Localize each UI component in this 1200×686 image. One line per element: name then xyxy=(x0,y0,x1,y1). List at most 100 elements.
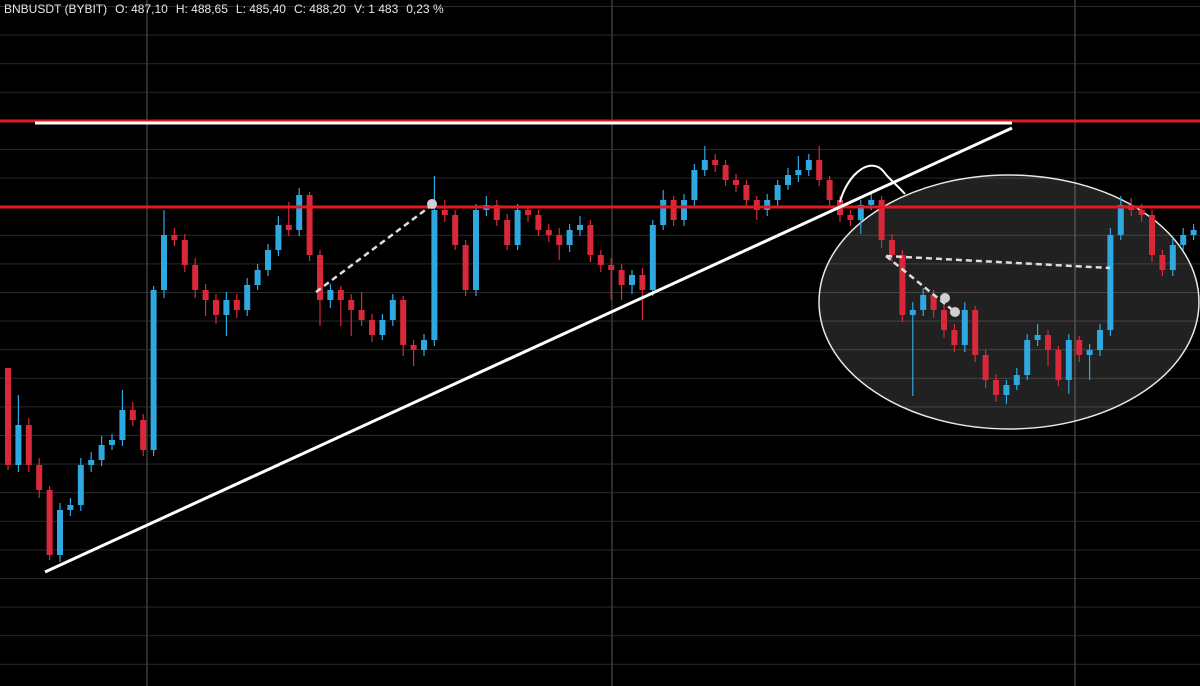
candle-body xyxy=(379,320,386,335)
candle-body xyxy=(1034,335,1041,340)
candle-body xyxy=(77,465,84,505)
candle-body xyxy=(691,170,698,200)
candle-body xyxy=(993,380,999,395)
candle-body xyxy=(306,195,313,255)
candle-body xyxy=(1169,245,1176,270)
candle-body xyxy=(369,320,375,335)
candle-body xyxy=(670,200,677,220)
ohlc-field: C: 488,20 xyxy=(294,2,346,16)
candle-body xyxy=(452,215,459,245)
candle-body xyxy=(909,310,916,315)
candle-body xyxy=(774,185,781,200)
candle-body xyxy=(930,295,937,310)
candle-body xyxy=(577,225,583,230)
candle-body xyxy=(1024,340,1031,375)
candle-body xyxy=(847,215,854,220)
candle-body xyxy=(410,345,417,350)
candle-body xyxy=(857,205,864,220)
candle-body xyxy=(514,210,521,245)
candle-body xyxy=(109,440,115,445)
candle-body xyxy=(681,200,687,220)
candle-body xyxy=(265,250,271,270)
candle-body xyxy=(181,240,188,265)
candle-body xyxy=(785,175,791,185)
candle-body xyxy=(899,255,906,315)
candle-body xyxy=(348,300,355,310)
candle-body xyxy=(764,200,771,210)
candle-body xyxy=(285,225,292,230)
candle-body xyxy=(1045,335,1051,350)
candle-body xyxy=(473,210,479,290)
candle-body xyxy=(733,180,739,185)
candle-body xyxy=(525,210,531,215)
candle-body xyxy=(119,410,126,440)
candle-body xyxy=(431,210,438,340)
candle-body xyxy=(493,205,500,220)
candle-body xyxy=(161,235,167,290)
candle-body xyxy=(753,200,760,210)
candle-body xyxy=(961,310,968,345)
candle-body xyxy=(701,160,708,170)
header: BNBUSDT (BYBIT) O: 487,10 H: 488,65 L: 485… xyxy=(4,2,444,16)
arc-annotation xyxy=(839,164,906,203)
candle-body xyxy=(1180,235,1187,245)
candle-body xyxy=(46,490,53,555)
candle-body xyxy=(57,510,63,555)
candle-body xyxy=(1149,215,1155,255)
candle-body xyxy=(1138,210,1145,215)
candle-body xyxy=(920,295,927,310)
candle-body xyxy=(1190,230,1197,235)
candle-body xyxy=(36,465,43,490)
candle-body xyxy=(982,355,989,380)
candle-body xyxy=(1065,340,1072,380)
candle-body xyxy=(951,330,958,345)
candle-body xyxy=(400,300,407,345)
candle-body xyxy=(826,180,833,200)
candle-body xyxy=(587,225,594,255)
candle-body xyxy=(389,300,396,320)
candle-body xyxy=(889,240,895,255)
ohlc-field: H: 488,65 xyxy=(176,2,228,16)
candle-body xyxy=(608,265,615,270)
candle-body xyxy=(639,275,646,290)
candle-body xyxy=(254,270,261,285)
candle-body xyxy=(1076,340,1083,355)
candle-body xyxy=(15,425,22,465)
candle-body xyxy=(233,300,240,310)
candle-body xyxy=(504,220,511,245)
points xyxy=(427,199,960,317)
candle-body xyxy=(629,275,635,285)
candle-body xyxy=(597,255,604,265)
candle-body xyxy=(566,230,573,245)
candle-body xyxy=(816,160,823,180)
candle-body xyxy=(223,300,230,315)
candle-body xyxy=(743,185,750,200)
candle-body xyxy=(1086,350,1093,355)
candle-body xyxy=(868,200,875,205)
candle-body xyxy=(660,200,667,225)
candle-body xyxy=(805,160,812,170)
candle-body xyxy=(150,290,157,450)
candle-body xyxy=(140,420,147,450)
candle-body xyxy=(5,368,11,465)
candle-body xyxy=(98,445,105,460)
highlight-ellipse xyxy=(818,174,1200,430)
ohlc-field: O: 487,10 xyxy=(115,2,168,16)
candle-body xyxy=(327,290,334,300)
candle-body xyxy=(129,410,136,420)
candle-body xyxy=(317,255,323,300)
candle-body xyxy=(358,310,365,320)
candle-body xyxy=(972,310,979,355)
candle-body xyxy=(1107,235,1114,330)
candle-body xyxy=(421,340,427,350)
candle-body xyxy=(67,505,74,510)
candle-body xyxy=(1003,385,1010,395)
candle-body xyxy=(88,460,95,465)
candle-body xyxy=(941,310,947,330)
ohlc-field: L: 485,40 xyxy=(236,2,286,16)
candle-body xyxy=(441,210,448,215)
candle-body xyxy=(171,235,178,240)
candle-body xyxy=(545,230,552,235)
